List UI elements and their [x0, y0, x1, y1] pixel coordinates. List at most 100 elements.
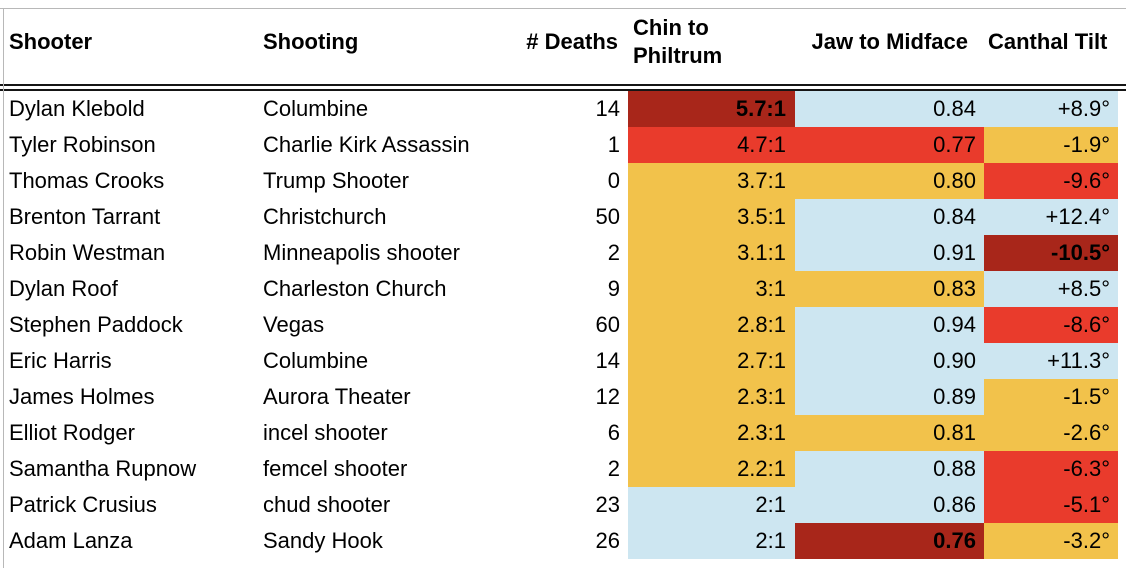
cell-shooting: femcel shooter — [263, 456, 408, 481]
cell-chin-to-philtrum: 2:1 — [628, 487, 795, 523]
cell-chin-to-philtrum: 2.3:1 — [628, 379, 795, 415]
column-header-shooting: Shooting — [263, 28, 359, 54]
cell-chin-to-philtrum: 2:1 — [628, 523, 795, 559]
column-header-shooter: Shooter — [9, 28, 93, 54]
table-row: Dylan Roof Charleston Church 9 3:1 0.83 +8.5° — [0, 271, 1126, 307]
cell-canthal-tilt: -9.6° — [984, 163, 1118, 199]
cell-deaths: 0 — [607, 168, 620, 193]
cell-chin-to-philtrum: 2.7:1 — [628, 343, 795, 379]
cell-canthal-tilt: -10.5° — [984, 235, 1118, 271]
cell-shooter: Robin Westman — [9, 240, 166, 265]
cell-canthal-tilt: +8.9° — [984, 91, 1118, 127]
table-body: Dylan Klebold Columbine 14 5.7:1 0.84 +8.9° Ty… — [0, 91, 1126, 559]
cell-deaths: 2 — [607, 240, 620, 265]
cell-shooter: Dylan Klebold — [9, 96, 145, 121]
cell-deaths: 50 — [595, 204, 620, 229]
cell-shooter: Samantha Rupnow — [9, 456, 197, 481]
cell-canthal-tilt: -2.6° — [984, 415, 1118, 451]
cell-chin-to-philtrum: 3.1:1 — [628, 235, 795, 271]
table-row: Brenton Tarrant Christchurch 50 3.5:1 0.84 +1… — [0, 199, 1126, 235]
cell-chin-to-philtrum: 3.7:1 — [628, 163, 795, 199]
column-header-jaw-to-midface: Jaw to Midface — [811, 28, 968, 54]
top-gridline — [0, 8, 1126, 9]
cell-jaw-to-midface: 0.77 — [795, 127, 984, 163]
cell-shooting: chud shooter — [263, 492, 391, 517]
cell-deaths: 1 — [607, 132, 620, 157]
cell-canthal-tilt: -6.3° — [984, 451, 1118, 487]
cell-shooter: Elliot Rodger — [9, 420, 135, 445]
cell-chin-to-philtrum: 2.2:1 — [628, 451, 795, 487]
cell-canthal-tilt: -3.2° — [984, 523, 1118, 559]
cell-canthal-tilt: -1.9° — [984, 127, 1118, 163]
cell-shooter: Patrick Crusius — [9, 492, 157, 517]
cell-shooting: Aurora Theater — [263, 384, 411, 409]
cell-shooting: Charleston Church — [263, 276, 447, 301]
cell-jaw-to-midface: 0.94 — [795, 307, 984, 343]
header-double-rule — [0, 84, 1126, 91]
cell-deaths: 14 — [595, 348, 620, 373]
cell-chin-to-philtrum: 3.5:1 — [628, 199, 795, 235]
cell-shooting: Vegas — [263, 312, 325, 337]
cell-chin-to-philtrum: 3:1 — [628, 271, 795, 307]
cell-deaths: 14 — [595, 96, 620, 121]
cell-chin-to-philtrum: 2.8:1 — [628, 307, 795, 343]
cell-shooter: Brenton Tarrant — [9, 204, 161, 229]
cell-shooting: Trump Shooter — [263, 168, 409, 193]
left-gridline — [3, 8, 4, 568]
cell-jaw-to-midface: 0.84 — [795, 91, 984, 127]
table-row: Tyler Robinson Charlie Kirk Assassin 1 4.7:… — [0, 127, 1126, 163]
cell-shooter: Adam Lanza — [9, 528, 133, 553]
cell-shooter: Thomas Crooks — [9, 168, 165, 193]
table-row: Adam Lanza Sandy Hook 26 2:1 0.76 -3.2° — [0, 523, 1126, 559]
table-row: Samantha Rupnow femcel shooter 2 2.2:1 0.88-… — [0, 451, 1126, 487]
table-row: Robin Westman Minneapolis shooter 2 3.1:1 0.… — [0, 235, 1126, 271]
cell-jaw-to-midface: 0.90 — [795, 343, 984, 379]
cell-shooting: Columbine — [263, 348, 369, 373]
cell-chin-to-philtrum: 5.7:1 — [628, 91, 795, 127]
cell-shooting: Sandy Hook — [263, 528, 383, 553]
cell-shooter: Eric Harris — [9, 348, 112, 373]
table-row: Eric Harris Columbine 14 2.7:1 0.90 +11.3° — [0, 343, 1126, 379]
cell-canthal-tilt: +12.4° — [984, 199, 1118, 235]
cell-shooting: Minneapolis shooter — [263, 240, 460, 265]
cell-deaths: 26 — [595, 528, 620, 553]
table-row: Patrick Crusius chud shooter 23 2:1 0.86 -5.1… — [0, 487, 1126, 523]
cell-jaw-to-midface: 0.89 — [795, 379, 984, 415]
cell-shooter: James Holmes — [9, 384, 155, 409]
cell-shooter: Stephen Paddock — [9, 312, 183, 337]
cell-jaw-to-midface: 0.86 — [795, 487, 984, 523]
cell-shooter: Dylan Roof — [9, 276, 118, 301]
table-header-row: Shooter Shooting # Deaths Chin to Philtr… — [0, 0, 1126, 84]
cell-deaths: 23 — [595, 492, 620, 517]
cell-shooter: Tyler Robinson — [9, 132, 156, 157]
table-row: Dylan Klebold Columbine 14 5.7:1 0.84 +8.9° — [0, 91, 1126, 127]
cell-deaths: 9 — [607, 276, 620, 301]
table-row: Stephen Paddock Vegas 60 2.8:1 0.94 -8.6° — [0, 307, 1126, 343]
cell-deaths: 6 — [607, 420, 620, 445]
cell-shooting: incel shooter — [263, 420, 388, 445]
table-row: Elliot Rodger incel shooter 6 2.3:1 0.81 -2.6… — [0, 415, 1126, 451]
cell-canthal-tilt: -5.1° — [984, 487, 1118, 523]
cell-shooting: Columbine — [263, 96, 369, 121]
table-row: James Holmes Aurora Theater 12 2.3:1 0.89 -1.… — [0, 379, 1126, 415]
cell-canthal-tilt: -1.5° — [984, 379, 1118, 415]
column-header-deaths: # Deaths — [526, 28, 618, 54]
cell-jaw-to-midface: 0.91 — [795, 235, 984, 271]
cell-jaw-to-midface: 0.81 — [795, 415, 984, 451]
cell-deaths: 60 — [595, 312, 620, 337]
cell-canthal-tilt: +8.5° — [984, 271, 1118, 307]
cell-shooting: Christchurch — [263, 204, 387, 229]
cell-chin-to-philtrum: 2.3:1 — [628, 415, 795, 451]
cell-chin-to-philtrum: 4.7:1 — [628, 127, 795, 163]
cell-deaths: 12 — [595, 384, 620, 409]
column-header-canthal-tilt: Canthal Tilt — [988, 28, 1108, 54]
cell-deaths: 2 — [607, 456, 620, 481]
cell-canthal-tilt: -8.6° — [984, 307, 1118, 343]
cell-jaw-to-midface: 0.84 — [795, 199, 984, 235]
cell-shooting: Charlie Kirk Assassin — [263, 132, 470, 157]
cell-jaw-to-midface: 0.88 — [795, 451, 984, 487]
cell-jaw-to-midface: 0.80 — [795, 163, 984, 199]
cell-canthal-tilt: +11.3° — [984, 343, 1118, 379]
cell-jaw-to-midface: 0.76 — [795, 523, 984, 559]
